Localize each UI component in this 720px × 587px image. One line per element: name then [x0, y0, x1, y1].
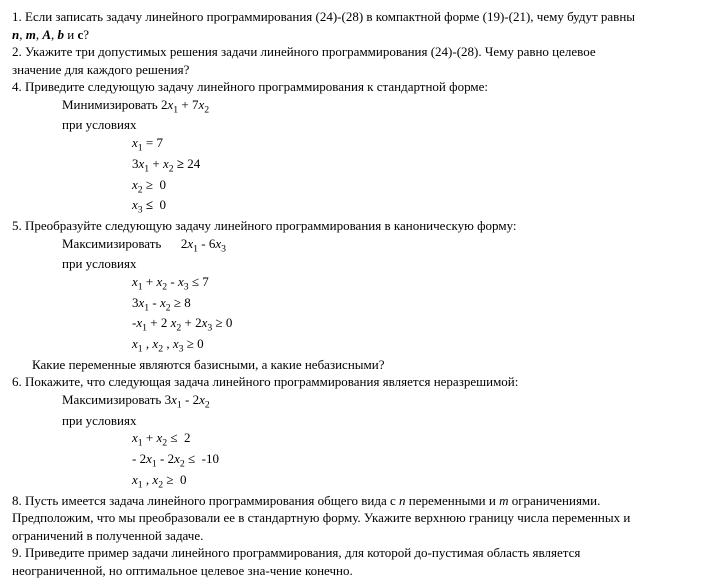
text-line: 9. Приведите пример задачи линейного про…	[12, 544, 708, 562]
text-line: Максимизировать 3x1 - 2x2	[12, 391, 708, 412]
text-line: значение для каждого решения?	[12, 61, 708, 79]
text-line: Максимизировать 2x1 - 6x3	[12, 235, 708, 256]
text-line: - 2x1 - 2x2 ≤ -10	[12, 450, 708, 471]
text-line: n, m, A, b и c?	[12, 26, 708, 44]
document-body: 1. Если записать задачу линейного програ…	[12, 8, 708, 579]
text-line: Предположим, что мы преобразовали ее в с…	[12, 509, 708, 527]
text-line: при условиях	[12, 116, 708, 134]
text-line: при условиях	[12, 255, 708, 273]
text-line: 2. Укажите три допустимых решения задачи…	[12, 43, 708, 61]
text-line: x1 + x2 ≤ 2	[12, 429, 708, 450]
text-line: Какие переменные являются базисными, а к…	[12, 356, 708, 374]
text-line: 3x1 + x2 ≥ 24	[12, 155, 708, 176]
text-line: 5. Преобразуйте следующую задачу линейно…	[12, 217, 708, 235]
text-line: 1. Если записать задачу линейного програ…	[12, 8, 708, 26]
text-line: -x1 + 2 x2 + 2x3 ≥ 0	[12, 314, 708, 335]
text-line: ограничений в полученной задаче.	[12, 527, 708, 545]
text-line: 3x1 - x2 ≥ 8	[12, 294, 708, 315]
text-line: x3 ≤ 0	[12, 196, 708, 217]
text-line: неограниченной, но оптимальное целевое з…	[12, 562, 708, 580]
text-line: x1 , x2 ≥ 0	[12, 471, 708, 492]
text-line: Минимизировать 2x1 + 7x2	[12, 96, 708, 117]
text-line: 4. Приведите следующую задачу линейного …	[12, 78, 708, 96]
text-line: x1 = 7	[12, 134, 708, 155]
text-line: 8. Пусть имеется задача линейного програ…	[12, 492, 708, 510]
text-line: x2 ≥ 0	[12, 176, 708, 197]
text-line: x1 , x2 , x3 ≥ 0	[12, 335, 708, 356]
text-line: при условиях	[12, 412, 708, 430]
text-line: x1 + x2 - x3 ≤ 7	[12, 273, 708, 294]
text-line: 6. Покажите, что следующая задача линейн…	[12, 373, 708, 391]
